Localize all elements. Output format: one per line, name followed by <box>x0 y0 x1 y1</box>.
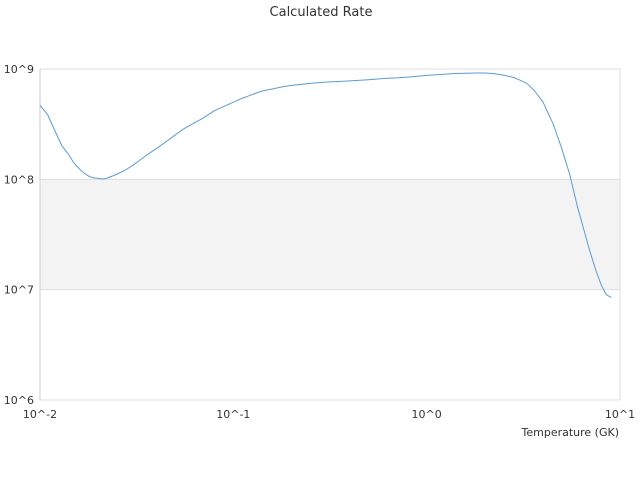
y-tick-label: 10^6 <box>4 394 34 407</box>
chart-axes <box>39 69 621 400</box>
y-tick-label: 10^8 <box>4 173 34 186</box>
chart-bands <box>40 179 620 290</box>
y-tick-label: 10^9 <box>4 63 34 76</box>
chart-title: Calculated Rate <box>270 5 373 20</box>
y-tick-label: 10^7 <box>4 284 34 297</box>
chart-tick-labels: 10^6 10^7 10^8 10^9 10^-2 10^-1 10^0 10^1 <box>4 63 635 421</box>
x-tick-label: 10^-2 <box>23 408 57 421</box>
x-tick-label: 10^-1 <box>216 408 250 421</box>
chart-series <box>39 72 612 298</box>
x-tick-label: 10^0 <box>412 408 442 421</box>
grid-band <box>40 179 620 290</box>
x-axis-label: Temperature (GK) <box>521 426 620 439</box>
x-tick-label: 10^1 <box>605 408 635 421</box>
chart-gridlines <box>40 68 620 401</box>
series-line <box>39 72 612 298</box>
